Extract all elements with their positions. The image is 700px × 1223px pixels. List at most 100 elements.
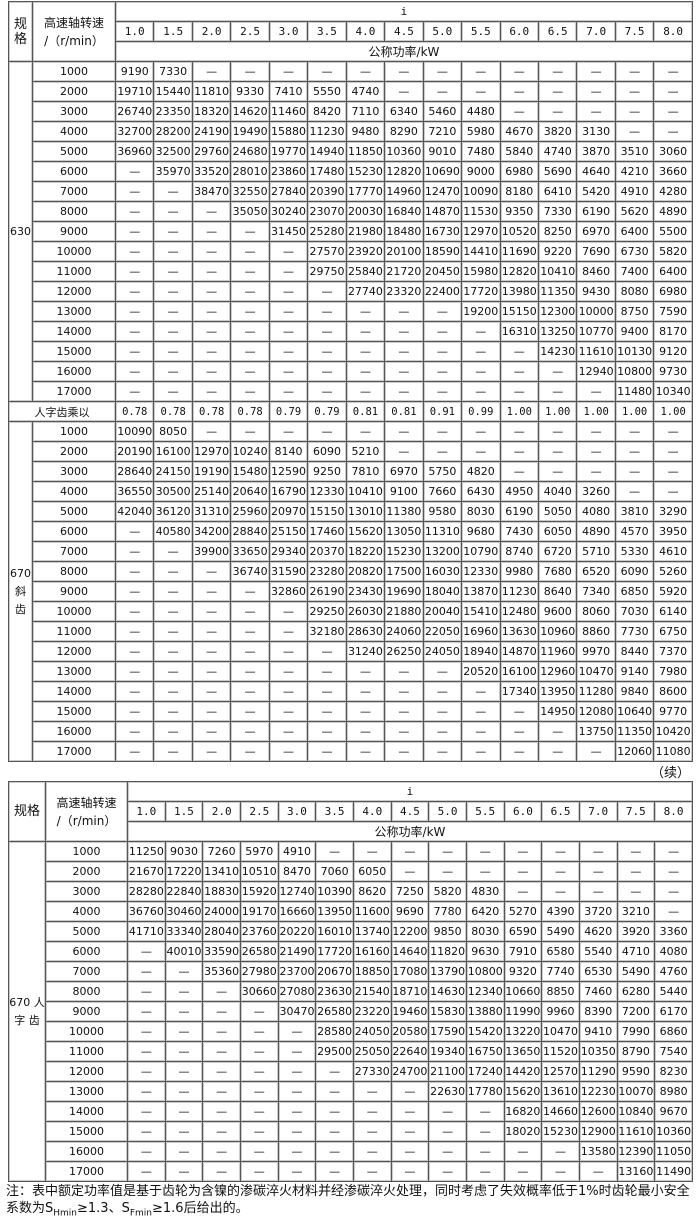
table-row: 8000— — —35050 30240 23070 20030 16840 14870 115… [9,201,693,222]
power-cell: — [503,841,543,862]
power-cell: 12820 [384,161,424,182]
table-row: 12000— — — — — —31240 26250 24050 18940 14870 1196… [9,641,693,662]
power-cell: 25140 [191,481,232,502]
power-cell: 20370 [307,541,347,562]
power-cell: 4820 [461,461,501,482]
power-cell: — [202,1061,241,1082]
multiplier-value: 0.79 [307,401,347,422]
power-cell: 8180 [499,181,539,202]
power-cell: 18940 [461,641,501,662]
power-cell: — [164,961,204,982]
power-cell: — [230,61,270,82]
power-cell: — [230,681,270,702]
power-cell: 4890 [653,201,693,222]
power-cell: — [345,341,386,362]
speed-cell: 2000 [32,81,116,102]
power-cell: 35360 [202,961,241,982]
power-cell: 24190 [191,121,232,142]
ratio-header: i [115,1,693,22]
power-cell: — [114,261,155,282]
power-cell: — [230,721,270,742]
power-cell: — [268,361,309,382]
ratio-value: 6.5 [541,801,580,822]
power-cell: — [164,1081,204,1102]
power-cell: 17240 [465,1061,505,1082]
power-cell: — [191,581,232,602]
power-cell: 10800 [465,961,505,982]
speed-cell: 16000 [32,361,116,382]
speed-cell: 12000 [32,641,116,662]
power-cell: 28640 [114,461,155,482]
ratio-value: 4.5 [384,21,424,42]
power-cell: 11810 [191,81,232,102]
power-cell: — [127,1021,166,1042]
power-cell: 3660 [653,161,693,182]
power-cell: 5690 [537,161,578,182]
power-cell: — [164,1021,204,1042]
power-cell: — [277,1021,317,1042]
power-cell: — [576,441,616,462]
power-cell: — [461,701,501,722]
power-cell: 8860 [576,621,616,642]
power-cell: 35970 [153,161,193,182]
multiplier-value: 1.00 [576,401,616,422]
power-cell: — [164,1101,204,1122]
power-cell: 14660 [541,1101,580,1122]
continued-label: （续） [650,766,690,781]
power-cell: 26030 [345,601,386,622]
power-cell: 8390 [578,1001,618,1022]
power-cell: 10960 [537,621,578,642]
power-cell: — [153,361,193,382]
power-cell: 16730 [422,221,463,242]
ratio-value: 6.5 [537,21,578,42]
power-cell: 4910 [614,181,655,202]
power-cell: 23630 [315,981,354,1002]
power-cell: — [422,441,463,462]
table-row: 7000— —38470 32550 27840 20390 17770 14960 1247… [9,181,693,202]
power-cell: 21880 [384,601,424,622]
power-cell: — [268,741,309,762]
power-cell: — [653,441,693,462]
power-cell: 12390 [616,1141,656,1162]
power-cell: — [307,661,347,682]
power-cell: 25280 [307,221,347,242]
power-cell: 14950 [537,701,578,722]
table-row: 14000— — — — — — — — — —16820 14660 12600 10840 9670 [9,1101,693,1122]
power-cell: 6090 [614,561,655,582]
power-cell: 21720 [384,261,424,282]
power-cell: 23280 [307,561,347,582]
power-cell: 10420 [653,721,693,742]
power-cell: — [614,61,655,82]
power-cell: — [307,61,347,82]
power-cell: 3720 [578,901,618,922]
power-cell: — [315,1141,354,1162]
power-cell: 32180 [307,621,347,642]
power-cell: 8290 [384,121,424,142]
power-cell: 9400 [614,321,655,342]
speed-label: 高速轴转速 [56,795,117,810]
power-cell: — [230,341,270,362]
power-cell: 3920 [616,921,656,942]
power-cell: 8050 [153,421,193,442]
spec-cell: 670 人字 齿 [8,841,46,1182]
power-cell: 9690 [390,901,430,922]
power-cell: — [537,441,578,462]
power-cell: 23350 [153,101,193,122]
power-cell: 10240 [230,441,270,462]
power-cell: 5920 [653,581,693,602]
power-cell: 32700 [114,121,155,142]
power-cell: — [268,241,309,262]
power-cell: 19770 [268,141,309,162]
multiplier-value: 0.79 [268,401,309,422]
power-cell: — [352,1121,392,1142]
power-cell: — [422,681,463,702]
power-cell: 27570 [307,241,347,262]
power-cell: 12970 [461,221,501,242]
power-cell: — [230,421,270,442]
power-cell: — [127,941,166,962]
table-row: 6000—40010 33590 26580 21490 17720 16160 14640… [9,941,693,962]
speed-cell: 17000 [45,1161,128,1182]
power-cell: 13050 [384,521,424,542]
power-cell: — [230,281,270,302]
ratio-value: 8.0 [653,21,693,42]
